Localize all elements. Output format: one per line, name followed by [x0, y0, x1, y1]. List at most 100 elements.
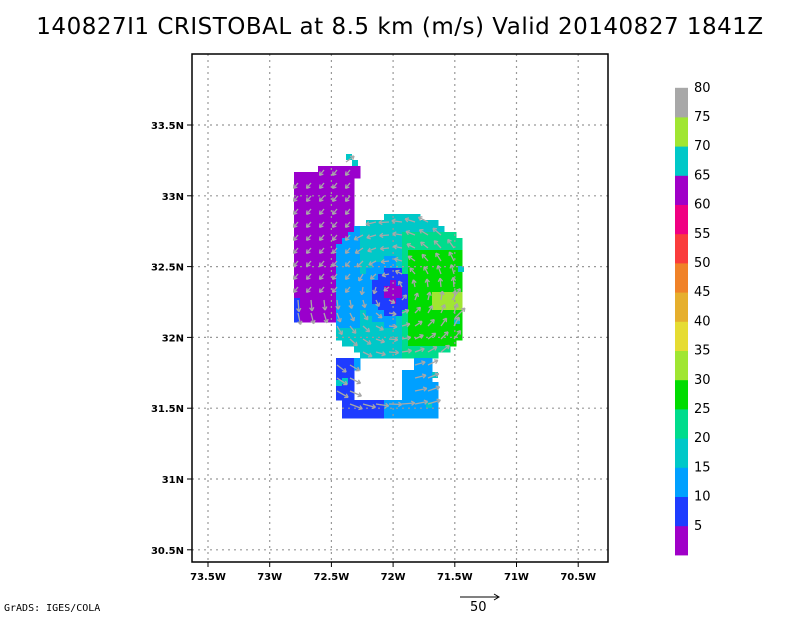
wind-cell	[438, 274, 445, 281]
wind-vector-arrow	[331, 273, 338, 281]
wind-cell	[414, 358, 421, 365]
wind-vector-arrow	[427, 372, 440, 379]
wind-cell	[342, 364, 349, 371]
wind-cell	[348, 328, 355, 335]
wind-vector-arrow	[318, 234, 325, 242]
wind-cell	[324, 220, 331, 227]
wind-cell	[396, 274, 403, 281]
colorbar-label: 55	[694, 227, 711, 242]
wind-cell	[330, 238, 337, 245]
wind-cell	[414, 340, 421, 347]
wind-cell	[420, 400, 427, 407]
wind-cell	[366, 268, 373, 275]
wind-cell	[366, 406, 373, 413]
wind-vector-arrow	[305, 182, 312, 190]
wind-cell	[372, 340, 379, 347]
wind-cell	[408, 232, 415, 239]
wind-cell	[330, 304, 337, 311]
wind-cell	[312, 238, 319, 245]
wind-cell	[342, 268, 349, 275]
wind-cell	[324, 202, 331, 209]
wind-cell	[414, 250, 421, 257]
latitude-tick-label: 32N	[162, 333, 184, 344]
wind-vector-arrow	[358, 273, 364, 282]
wind-cell	[450, 328, 457, 335]
wind-cell	[312, 178, 319, 185]
wind-cell	[408, 304, 415, 311]
wind-vector-arrow	[405, 230, 416, 236]
wind-cell	[456, 322, 463, 329]
wind-cell	[408, 340, 415, 347]
wind-cell	[306, 244, 313, 251]
colorbar-swatch	[675, 263, 688, 293]
wind-cell	[342, 304, 349, 311]
wind-vector-arrow	[359, 286, 365, 296]
wind-vector-arrow	[414, 320, 423, 327]
wind-cell	[384, 400, 391, 407]
wind-cell	[312, 310, 319, 317]
wind-cell	[384, 298, 391, 305]
wind-cell	[402, 382, 409, 389]
wind-vector-arrow	[344, 273, 351, 281]
wind-cell	[324, 166, 331, 173]
wind-cell	[378, 226, 385, 233]
wind-cell	[294, 250, 301, 257]
wind-cell	[378, 286, 385, 293]
wind-cell	[426, 364, 433, 371]
wind-vector-arrow	[432, 227, 442, 236]
wind-cell	[360, 316, 367, 323]
wind-cell	[426, 298, 433, 305]
wind-cell	[366, 322, 373, 329]
wind-cell	[348, 238, 355, 245]
wind-cell	[414, 274, 421, 281]
wind-cell	[360, 412, 367, 419]
wind-cell	[450, 250, 457, 257]
wind-cell	[396, 262, 403, 269]
wind-cell	[342, 378, 348, 384]
wind-cell	[384, 250, 391, 257]
wind-cell	[360, 334, 367, 341]
wind-cell	[318, 178, 325, 185]
wind-vector-arrow	[292, 260, 299, 268]
wind-cell	[408, 250, 415, 257]
wind-vector-arrow	[349, 312, 355, 322]
wind-cell	[408, 268, 415, 275]
wind-vector-arrow	[292, 273, 299, 281]
longitude-tick-label: 72W	[381, 572, 406, 583]
wind-vector-arrow	[437, 277, 444, 288]
wind-vector-arrow	[305, 260, 312, 268]
wind-cell	[450, 292, 457, 299]
wind-cell	[342, 388, 349, 395]
wind-cell	[360, 262, 367, 269]
wind-cell	[396, 298, 403, 305]
wind-cell	[378, 268, 385, 275]
wind-cell	[300, 262, 307, 269]
colorbar-label: 50	[694, 256, 711, 271]
wind-cell	[426, 388, 433, 395]
wind-cell	[330, 292, 337, 299]
wind-cell	[432, 304, 439, 311]
wind-cell	[366, 256, 373, 263]
colorbar-label: 75	[694, 110, 711, 125]
wind-vector-arrow	[381, 272, 390, 278]
wind-cell	[396, 328, 403, 335]
wind-cell	[408, 316, 415, 323]
wind-cell	[300, 220, 307, 227]
wind-cell	[342, 280, 349, 287]
wind-vector-arrow	[439, 290, 445, 301]
wind-vector-arrow	[380, 258, 390, 265]
colorbar-label: 5	[694, 519, 702, 534]
wind-cell	[408, 292, 415, 299]
wind-cell	[432, 334, 439, 341]
wind-cell	[402, 214, 409, 221]
wind-cell	[414, 256, 421, 263]
longitude-tick-label: 72.5W	[314, 572, 350, 583]
wind-cell	[294, 316, 301, 323]
wind-cell	[456, 334, 463, 341]
colorbar-label: 70	[694, 139, 711, 154]
wind-vector-arrow	[383, 286, 390, 292]
wind-cell	[450, 286, 457, 293]
wind-cell	[378, 316, 385, 323]
wind-vector-arrow	[344, 195, 351, 203]
wind-vector-arrow	[451, 288, 461, 301]
